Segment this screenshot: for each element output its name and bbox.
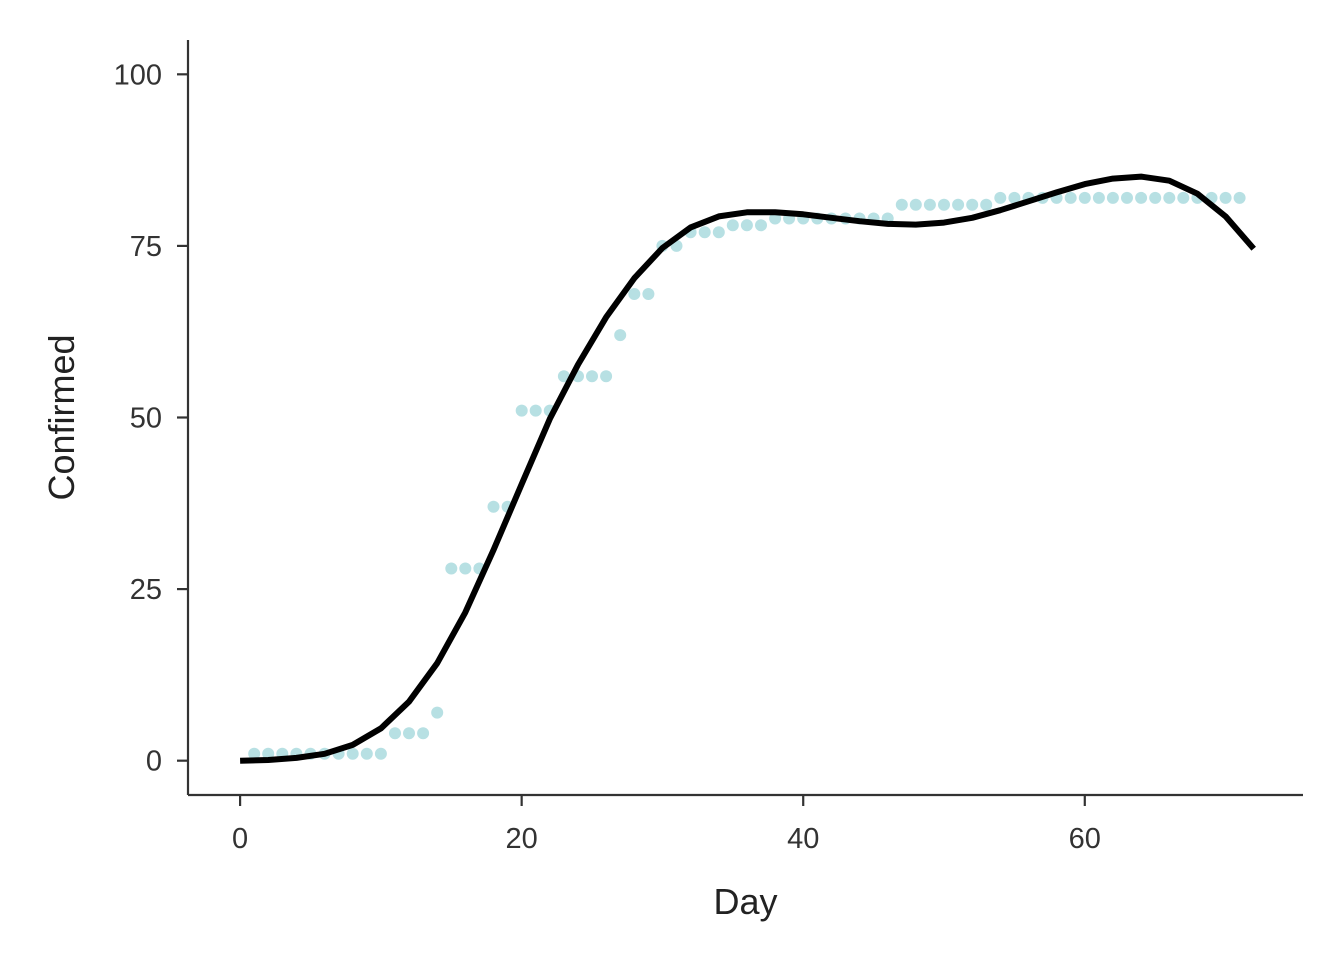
data-point xyxy=(459,562,472,575)
data-point xyxy=(1177,191,1190,204)
data-point xyxy=(403,727,415,740)
y-tick-label: 50 xyxy=(130,403,162,435)
data-point xyxy=(1064,191,1077,204)
x-tick-label: 60 xyxy=(1069,823,1101,855)
data-point xyxy=(1149,191,1162,204)
data-point xyxy=(966,198,979,211)
y-axis-title: Confirmed xyxy=(41,334,82,500)
data-point xyxy=(1135,191,1148,204)
data-point xyxy=(952,198,965,211)
data-point xyxy=(740,219,753,232)
x-axis-ticks: 0 20 40 60 xyxy=(232,795,1101,855)
data-point xyxy=(1219,191,1232,204)
data-point xyxy=(346,747,359,760)
data-point xyxy=(1092,191,1105,204)
data-point xyxy=(529,404,542,417)
data-point xyxy=(1163,191,1176,204)
data-point xyxy=(445,562,458,575)
data-point xyxy=(994,191,1007,204)
data-point xyxy=(1008,191,1021,204)
data-point xyxy=(1121,191,1133,204)
y-tick-label: 25 xyxy=(130,574,162,606)
x-tick-label: 40 xyxy=(787,823,819,855)
data-point xyxy=(698,226,711,239)
y-tick-label: 0 xyxy=(146,746,162,778)
data-point xyxy=(895,198,908,211)
y-axis-ticks: 0 25 50 75 100 xyxy=(114,59,188,778)
data-point xyxy=(389,727,401,740)
data-point xyxy=(755,219,767,232)
data-point xyxy=(938,198,950,211)
data-point xyxy=(600,370,613,383)
x-tick-label: 0 xyxy=(232,823,248,855)
data-point xyxy=(909,198,922,211)
scatter-points xyxy=(248,191,1246,760)
data-point xyxy=(248,747,261,760)
data-point xyxy=(586,370,598,383)
data-point xyxy=(431,706,444,719)
data-point xyxy=(726,219,739,232)
x-axis-title: Day xyxy=(713,881,777,922)
data-point xyxy=(712,226,725,239)
data-point xyxy=(1078,191,1091,204)
data-point xyxy=(487,500,500,513)
data-point xyxy=(980,198,993,211)
data-point xyxy=(515,404,528,417)
data-point xyxy=(557,370,570,383)
data-point xyxy=(374,747,387,760)
x-tick-label: 20 xyxy=(506,823,538,855)
data-point xyxy=(360,747,373,760)
y-tick-label: 100 xyxy=(114,59,162,91)
data-point xyxy=(1106,191,1119,204)
data-point xyxy=(1233,191,1246,204)
data-point xyxy=(628,288,641,300)
y-tick-label: 75 xyxy=(130,231,162,263)
data-point xyxy=(642,288,655,300)
fitted-curve xyxy=(240,173,1256,764)
data-point xyxy=(614,329,627,342)
data-point xyxy=(923,198,936,211)
data-point xyxy=(417,727,430,740)
